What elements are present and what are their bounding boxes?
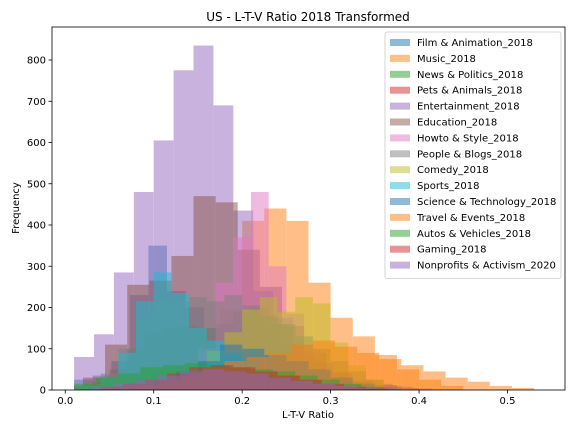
- y-axis-ticks: 0 100 200 300 400 500 600 700 800: [27, 56, 52, 397]
- legend-box: [384, 31, 562, 279]
- legend-label: News & Politics_2018: [417, 70, 523, 81]
- x-tick-label: 0.4: [411, 396, 427, 407]
- legend-swatch: [390, 118, 410, 126]
- x-axis-ticks: 0.0 0.1 0.2 0.3 0.4 0.5: [57, 390, 515, 407]
- legend-swatch: [390, 70, 410, 78]
- histogram-bar: [91, 386, 114, 390]
- y-tick-label: 300: [27, 262, 46, 273]
- legend-swatch: [390, 245, 410, 253]
- plot-frame: [51, 26, 566, 391]
- legend-label: Entertainment_2018: [417, 102, 520, 113]
- legend-label: People & Blogs_2018: [417, 149, 522, 160]
- y-tick-label: 100: [27, 344, 46, 355]
- y-axis-label: Frequency: [11, 182, 22, 234]
- legend-swatch: [390, 102, 410, 110]
- y-tick-label: 0: [40, 386, 46, 397]
- histogram-bar: [357, 387, 380, 390]
- legend-swatch: [390, 54, 410, 62]
- legend-label: Comedy_2018: [417, 165, 489, 176]
- legend-swatch: [390, 134, 410, 142]
- legend-swatch: [390, 229, 410, 237]
- histogram-bar: [401, 365, 424, 390]
- legend-label: Film & Animation_2018: [417, 38, 533, 49]
- histogram-bar: [246, 373, 269, 390]
- legend-label: Gaming_2018: [417, 245, 487, 256]
- histogram-bar: [445, 377, 468, 390]
- legend-swatch: [390, 261, 410, 269]
- histogram-bar: [467, 381, 490, 390]
- histogram-bar: [312, 383, 336, 390]
- x-tick-label: 0.3: [323, 396, 339, 407]
- legend-swatch: [390, 39, 410, 46]
- legend-swatch: [390, 213, 410, 221]
- legend-label: Howto & Style_2018: [417, 133, 519, 144]
- histogram-bar: [136, 379, 159, 390]
- y-tick-label: 700: [27, 97, 46, 108]
- x-tick-label: 0.5: [500, 396, 516, 407]
- legend-swatch: [390, 182, 410, 190]
- legend-label: Pets & Animals_2018: [417, 86, 522, 97]
- legend-label: Music_2018: [417, 54, 476, 65]
- legend-label: Sports_2018: [417, 181, 480, 192]
- histogram-bar: [511, 387, 535, 390]
- histogram-bar: [74, 383, 97, 390]
- x-tick-label: 0.2: [234, 396, 250, 407]
- histogram-bar: [423, 371, 446, 390]
- y-tick-label: 400: [27, 221, 46, 232]
- legend: Film & Animation_2018 Music_2018 News & Po…: [384, 31, 562, 279]
- y-tick-label: 500: [27, 179, 46, 190]
- histogram-bars: [74, 45, 535, 390]
- histogram-bar: [379, 359, 402, 390]
- legend-swatch: [390, 198, 410, 205]
- legend-label: Nonprofits & Activism_2020: [417, 261, 556, 272]
- histogram-bar: [113, 383, 137, 390]
- series-14: [91, 369, 402, 390]
- histogram-bar: [335, 385, 358, 390]
- histogram-bar: [290, 380, 313, 390]
- legend-label: Autos & Vehicles_2018: [417, 229, 531, 240]
- histogram-bar: [335, 346, 358, 390]
- histogram-bar: [379, 388, 402, 390]
- histogram-bar: [489, 385, 512, 390]
- y-tick-label: 800: [27, 56, 46, 67]
- x-axis-label: L-T-V Ratio: [282, 410, 334, 421]
- histogram-bar: [180, 371, 203, 390]
- legend-swatch: [390, 166, 410, 174]
- y-tick-label: 200: [27, 303, 46, 314]
- legend-label: Education_2018: [417, 118, 497, 129]
- legend-label: Science & Technology_2018: [417, 197, 556, 208]
- x-tick-label: 0.0: [57, 396, 73, 407]
- histogram-bar: [224, 371, 247, 390]
- histogram-bar: [357, 352, 380, 390]
- legend-label: Travel & Events_2018: [416, 213, 525, 224]
- histogram-bar: [312, 340, 336, 390]
- legend-swatch: [390, 150, 410, 158]
- histogram-bar: [268, 377, 291, 390]
- histogram-bar: [202, 369, 225, 390]
- histogram-bar: [153, 272, 172, 390]
- y-tick-label: 600: [27, 138, 46, 149]
- chart-title: US - L-T-V Ratio 2018 Transformed: [206, 10, 410, 24]
- legend-swatch: [390, 86, 410, 94]
- histogram-bar: [158, 375, 181, 390]
- x-tick-label: 0.1: [146, 396, 162, 407]
